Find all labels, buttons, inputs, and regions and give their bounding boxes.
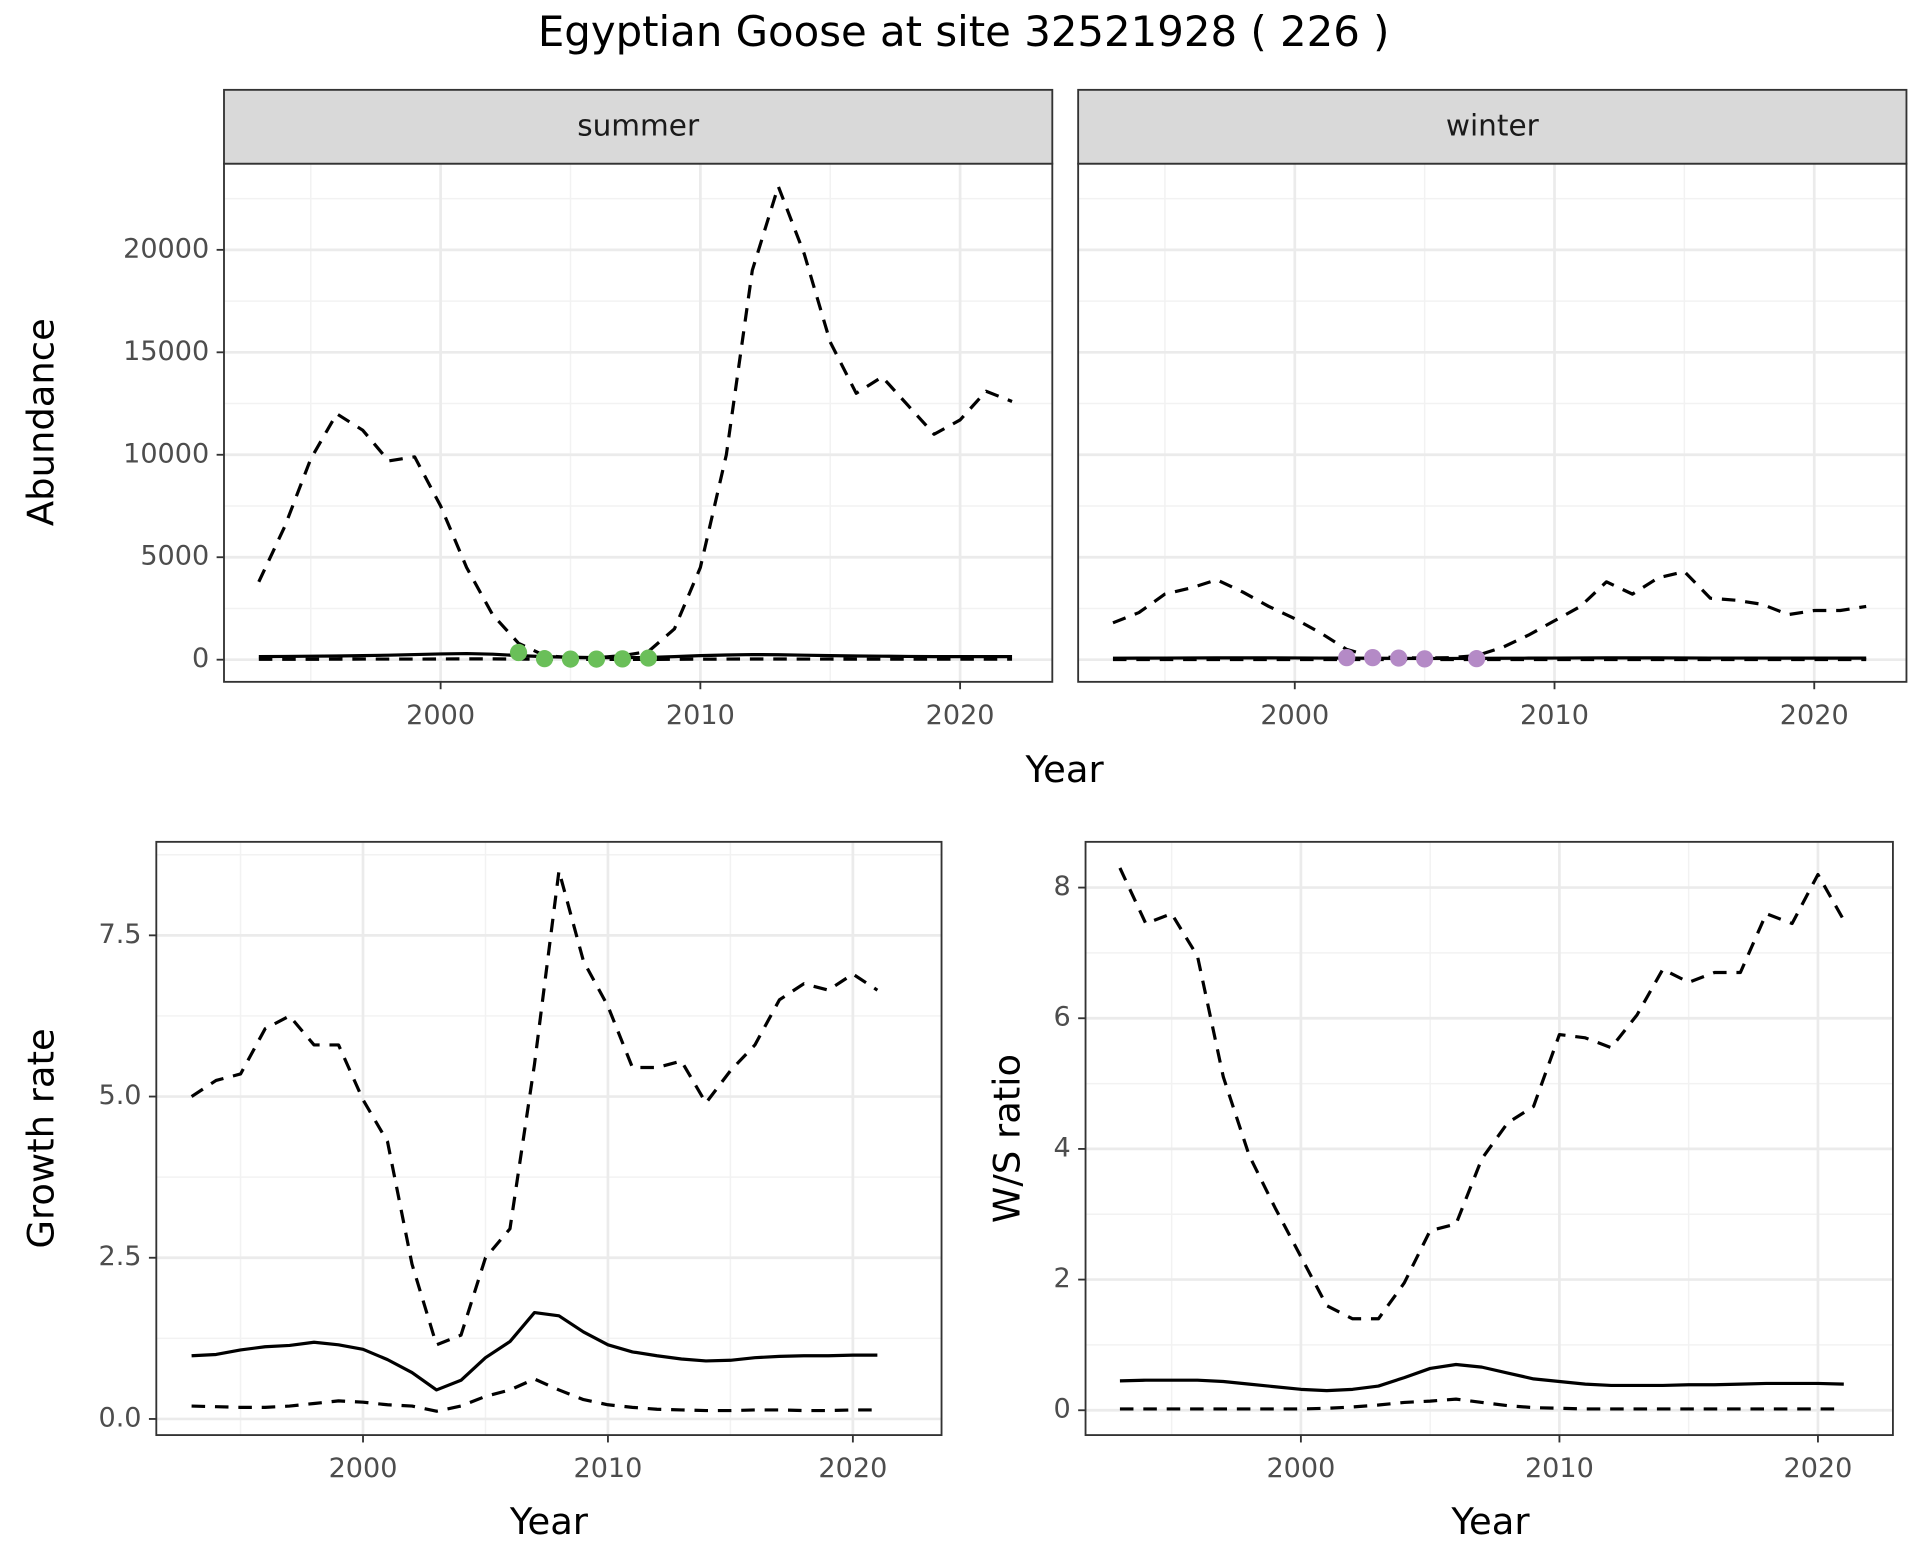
data-point xyxy=(1390,649,1408,667)
y-tick-label: 15000 xyxy=(123,336,209,367)
data-point xyxy=(639,649,658,667)
y-axis-label: Growth rate xyxy=(20,1028,63,1248)
x-tick-label: 2000 xyxy=(406,700,475,731)
y-tick-label: 2.5 xyxy=(98,1241,141,1272)
series-line xyxy=(258,651,1013,660)
strip-label: winter xyxy=(1446,108,1540,142)
y-tick-label: 7.5 xyxy=(98,919,141,950)
x-axis-label: Year xyxy=(1025,748,1105,791)
x-tick-label: 2010 xyxy=(1520,700,1589,731)
series-line xyxy=(1112,569,1867,660)
x-tick-label: 2020 xyxy=(818,1453,887,1484)
x-tick-label: 2000 xyxy=(1260,700,1329,731)
y-tick-label: 4 xyxy=(1054,1132,1071,1163)
y-axis-label: Abundance xyxy=(20,318,63,526)
data-point xyxy=(587,650,606,668)
data-point xyxy=(1416,650,1434,668)
chart-title: Egyptian Goose at site 32521928 ( 226 ) xyxy=(538,7,1390,56)
y-axis-label: W/S ratio xyxy=(986,1054,1029,1223)
x-tick-label: 2010 xyxy=(574,1453,643,1484)
panel-background xyxy=(1085,841,1893,1436)
x-tick-label: 2010 xyxy=(666,700,735,731)
data-point xyxy=(1467,650,1486,668)
panel-border xyxy=(155,840,943,1436)
y-tick-label: 0 xyxy=(1054,1394,1071,1425)
y-tick-label: 6 xyxy=(1054,1002,1071,1033)
x-tick-label: 2010 xyxy=(1525,1453,1594,1484)
y-tick-label: 20000 xyxy=(123,233,209,264)
panel-background xyxy=(156,841,942,1436)
series-line xyxy=(1119,1362,1844,1393)
x-tick-label: 2000 xyxy=(1266,1453,1335,1484)
y-tick-label: 2 xyxy=(1054,1263,1071,1294)
x-axis-label: Year xyxy=(509,1500,589,1543)
data-point xyxy=(613,650,632,668)
x-tick-label: 2020 xyxy=(926,700,995,731)
panel-border xyxy=(1084,840,1894,1436)
data-point xyxy=(561,650,580,668)
x-tick-label: 2020 xyxy=(1780,700,1849,731)
series-line xyxy=(1118,867,1846,1321)
data-point xyxy=(1364,649,1382,667)
y-tick-label: 5.0 xyxy=(98,1080,141,1111)
x-tick-label: 2000 xyxy=(329,1453,398,1484)
series-line xyxy=(258,657,1013,661)
y-tick-label: 5000 xyxy=(140,541,209,572)
series-line xyxy=(190,869,879,1347)
x-tick-label: 2020 xyxy=(1784,1453,1853,1484)
data-point xyxy=(535,650,554,668)
x-axis-label: Year xyxy=(1450,1500,1530,1543)
y-tick-label: 8 xyxy=(1054,871,1071,902)
y-tick-label: 10000 xyxy=(123,438,209,469)
series-line xyxy=(191,1310,878,1392)
y-tick-label: 0.0 xyxy=(98,1402,141,1433)
data-point xyxy=(1338,649,1356,667)
series-line xyxy=(257,184,1013,660)
strip-background xyxy=(1077,88,1908,165)
data-point xyxy=(509,643,528,662)
panel-background xyxy=(1078,163,1907,682)
series-line xyxy=(1119,1397,1844,1411)
y-tick-label: 0 xyxy=(192,643,209,674)
strip-label: summer xyxy=(577,108,700,142)
strip-background xyxy=(223,88,1054,165)
